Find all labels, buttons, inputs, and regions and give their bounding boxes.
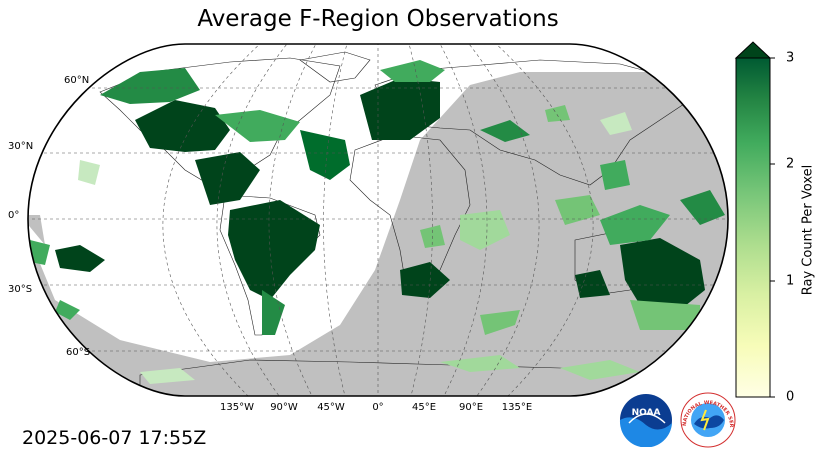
noaa-logo: NOAA xyxy=(619,394,672,447)
globe-outline xyxy=(27,43,729,397)
timestamp: 2025-06-07 17:55Z xyxy=(22,427,207,449)
svg-text:NOAA: NOAA xyxy=(632,408,661,418)
graticule xyxy=(28,44,728,396)
night-shading xyxy=(28,72,728,396)
colorbar-tick-0: 0 xyxy=(786,389,795,405)
lon-label-90e: 90°E xyxy=(458,402,484,413)
colorbar-tick-2: 2 xyxy=(786,156,795,172)
lon-label-0: 0° xyxy=(372,402,384,413)
lon-label-135w: 135°W xyxy=(220,402,254,413)
colorbar-tick-3: 3 xyxy=(786,50,795,66)
colorbar-tick-1: 1 xyxy=(786,273,795,289)
lat-label-30n: 30°N xyxy=(8,141,34,152)
observation-density xyxy=(30,60,725,384)
lat-label-60n: 60°N xyxy=(64,75,90,86)
nws-logo: NATIONAL WEATHER SERVICE xyxy=(680,392,736,448)
lat-label-30s: 30°S xyxy=(8,284,33,295)
map-title: Average F-Region Observations xyxy=(197,6,559,32)
lon-label-45w: 45°W xyxy=(317,402,345,413)
lon-label-135e: 135°E xyxy=(501,402,533,413)
colorbar-label: Ray Count Per Voxel xyxy=(800,164,816,296)
lat-label-60s: 60°S xyxy=(66,347,91,358)
lon-label-90w: 90°W xyxy=(270,402,298,413)
lon-label-45e: 45°E xyxy=(411,402,437,413)
lat-label-0: 0° xyxy=(8,210,20,221)
